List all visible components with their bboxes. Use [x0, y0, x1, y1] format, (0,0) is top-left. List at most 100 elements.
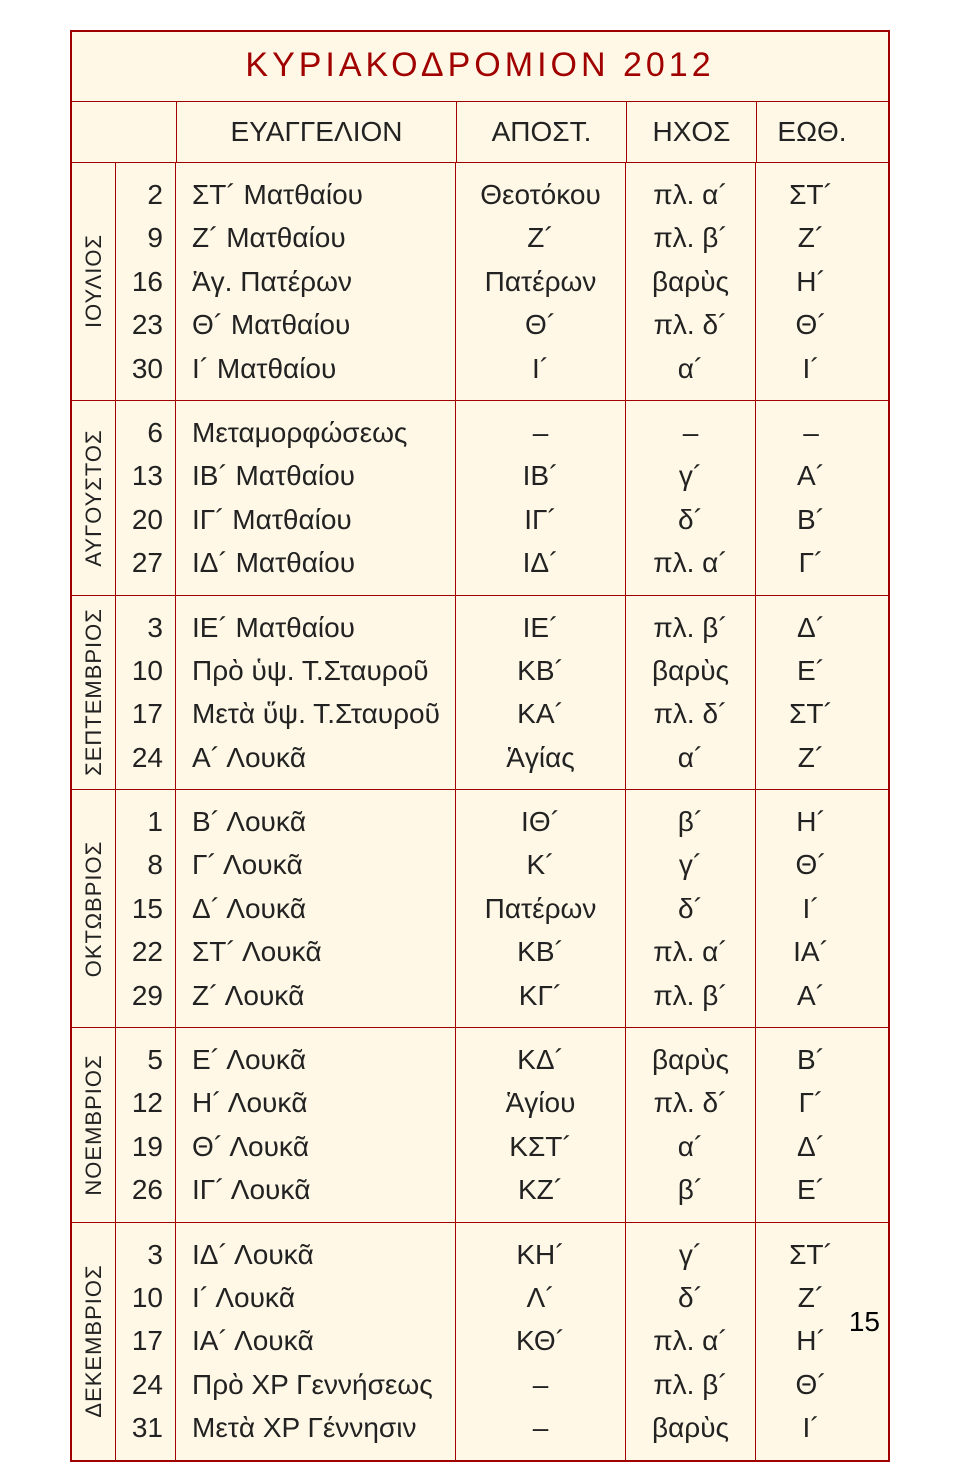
apost-column-value: ΙΒ´: [456, 454, 625, 497]
gospel-column-value: ΣΤ´ Ματθαίου: [192, 173, 455, 216]
echos-column-value: πλ. δ´: [626, 1081, 755, 1124]
eoth-column-value: Γ´: [756, 1081, 866, 1124]
echos-column-value: πλ. α´: [626, 173, 755, 216]
eoth-column-value: ΣΤ´: [756, 1233, 866, 1276]
day-column-value: 2: [116, 173, 163, 216]
gospel-column-value: ΣΤ´ Λουκᾶ: [192, 930, 455, 973]
eoth-column-value: Δ´: [756, 606, 866, 649]
gospel-column-value: Ζ´ Λουκᾶ: [192, 974, 455, 1017]
apost-column-value: ΙΔ´: [456, 541, 625, 584]
echos-column: γ´δ´πλ. α´πλ. β´βαρὺς: [626, 1223, 756, 1460]
eoth-column-value: Ι´: [756, 887, 866, 930]
day-column-value: 17: [116, 1319, 163, 1362]
echos-column: πλ. α´πλ. β´βαρὺςπλ. δ´α´: [626, 163, 756, 400]
month-label-cell: ΣΕΠΤΕΜΒΡΙΟΣ: [72, 596, 116, 790]
eoth-column-value: ΣΤ´: [756, 173, 866, 216]
page-number: 15: [849, 1306, 880, 1338]
gospel-column-value: Θ´ Ματθαίου: [192, 303, 455, 346]
echos-column-value: γ´: [626, 1233, 755, 1276]
eoth-column-value: Α´: [756, 974, 866, 1017]
apost-column-value: Ζ´: [456, 216, 625, 259]
day-column-value: 10: [116, 649, 163, 692]
header-row: ΕΥΑΓΓΕΛΙΟΝ ΑΠΟΣΤ. ΗΧΟΣ ΕΩΘ.: [72, 102, 888, 163]
eoth-column-value: Θ´: [756, 1363, 866, 1406]
echos-column-value: α´: [626, 1125, 755, 1168]
eoth-column: Η´Θ´Ι´ΙΑ´Α´: [756, 790, 866, 1027]
eoth-column-value: ΙΑ´: [756, 930, 866, 973]
day-column-value: 8: [116, 843, 163, 886]
month-block: ΑΥΓΟΥΣΤΟΣ6132027ΜεταμορφώσεωςΙΒ´ Ματθαίο…: [72, 401, 888, 596]
gospel-column-value: Β´ Λουκᾶ: [192, 800, 455, 843]
gospel-column-value: ΙΔ´ Λουκᾶ: [192, 1233, 455, 1276]
eoth-column: Δ´Ε´ΣΤ´Ζ´: [756, 596, 866, 790]
eoth-column-value: Η´: [756, 800, 866, 843]
day-column-value: 24: [116, 1363, 163, 1406]
day-column: 5121926: [116, 1028, 176, 1222]
gospel-column-value: ΙΓ´ Λουκᾶ: [192, 1168, 455, 1211]
gospel-column-value: Θ´ Λουκᾶ: [192, 1125, 455, 1168]
apost-column-value: –: [456, 1406, 625, 1449]
eoth-column-value: Ι´: [756, 1406, 866, 1449]
gospel-column-value: Δ´ Λουκᾶ: [192, 887, 455, 930]
calendar-table: ΚΥΡΙΑΚΟΔΡΟΜΙΟΝ 2012 ΕΥΑΓΓΕΛΙΟΝ ΑΠΟΣΤ. ΗΧ…: [70, 30, 890, 1462]
apost-column-value: ΚΒ´: [456, 649, 625, 692]
eoth-column-value: Β´: [756, 498, 866, 541]
gospel-column-value: Πρὸ ΧΡ Γεννήσεως: [192, 1363, 455, 1406]
eoth-column-value: Γ´: [756, 541, 866, 584]
eoth-column-value: Θ´: [756, 843, 866, 886]
gospel-column: ΙΔ´ ΛουκᾶΙ´ ΛουκᾶΙΑ´ ΛουκᾶΠρὸ ΧΡ Γεννήσε…: [176, 1223, 456, 1460]
eoth-column-value: ΣΤ´: [756, 692, 866, 735]
day-column-value: 16: [116, 260, 163, 303]
gospel-column-value: ΙΒ´ Ματθαίου: [192, 454, 455, 497]
apost-column: ΚΗ´Λ´ΚΘ´––: [456, 1223, 626, 1460]
apost-column-value: Ι´: [456, 347, 625, 390]
day-column: 29162330: [116, 163, 176, 400]
eoth-column-value: Ζ´: [756, 216, 866, 259]
header-echos: ΗΧΟΣ: [627, 102, 757, 162]
apost-column: ΙΕ´ΚΒ´ΚΑ´Ἁγίας: [456, 596, 626, 790]
eoth-column-value: Θ´: [756, 303, 866, 346]
apost-column-value: ΚΔ´: [456, 1038, 625, 1081]
month-block: ΝΟΕΜΒΡΙΟΣ5121926Ε´ ΛουκᾶΗ´ ΛουκᾶΘ´ Λουκᾶ…: [72, 1028, 888, 1223]
gospel-column: ΜεταμορφώσεωςΙΒ´ ΜατθαίουΙΓ´ ΜατθαίουΙΔ´…: [176, 401, 456, 595]
gospel-column-value: Α´ Λουκᾶ: [192, 736, 455, 779]
apost-column-value: Θεοτόκου: [456, 173, 625, 216]
month-label-cell: ΔΕΚΕΜΒΡΙΟΣ: [72, 1223, 116, 1460]
month-label: ΙΟΥΛΙΟΣ: [81, 234, 107, 328]
apost-column-value: Θ´: [456, 303, 625, 346]
echos-column-value: βαρὺς: [626, 260, 755, 303]
eoth-column-value: Ζ´: [756, 736, 866, 779]
echos-column-value: γ´: [626, 454, 755, 497]
echos-column-value: πλ. β´: [626, 974, 755, 1017]
echos-column-value: α´: [626, 347, 755, 390]
header-eoth: ΕΩΘ.: [757, 102, 867, 162]
header-gospel: ΕΥΑΓΓΕΛΙΟΝ: [177, 102, 457, 162]
apost-column: ΘεοτόκουΖ´ΠατέρωνΘ´Ι´: [456, 163, 626, 400]
day-column-value: 19: [116, 1125, 163, 1168]
gospel-column-value: Πρὸ ὑψ. Τ.Σταυροῦ: [192, 649, 455, 692]
month-label-cell: ΙΟΥΛΙΟΣ: [72, 163, 116, 400]
day-column-value: 23: [116, 303, 163, 346]
month-label: ΑΥΓΟΥΣΤΟΣ: [81, 429, 107, 566]
month-label: ΣΕΠΤΕΜΒΡΙΟΣ: [81, 608, 107, 776]
echos-column: –γ´δ´πλ. α´: [626, 401, 756, 595]
day-column-value: 10: [116, 1276, 163, 1319]
month-label-cell: ΝΟΕΜΒΡΙΟΣ: [72, 1028, 116, 1222]
gospel-column-value: ΙΓ´ Ματθαίου: [192, 498, 455, 541]
echos-column-value: –: [626, 411, 755, 454]
gospel-column-value: Ι´ Λουκᾶ: [192, 1276, 455, 1319]
day-column-value: 15: [116, 887, 163, 930]
eoth-column-value: Ε´: [756, 1168, 866, 1211]
day-column-value: 17: [116, 692, 163, 735]
gospel-column-value: Γ´ Λουκᾶ: [192, 843, 455, 886]
month-label: ΝΟΕΜΒΡΙΟΣ: [81, 1054, 107, 1195]
echos-column-value: β´: [626, 800, 755, 843]
apost-column-value: ΙΓ´: [456, 498, 625, 541]
echos-column: πλ. β´βαρὺςπλ. δ´α´: [626, 596, 756, 790]
day-column-value: 22: [116, 930, 163, 973]
header-apost: ΑΠΟΣΤ.: [457, 102, 627, 162]
echos-column-value: γ´: [626, 843, 755, 886]
day-column-value: 29: [116, 974, 163, 1017]
gospel-column-value: Ζ´ Ματθαίου: [192, 216, 455, 259]
day-column-value: 13: [116, 454, 163, 497]
